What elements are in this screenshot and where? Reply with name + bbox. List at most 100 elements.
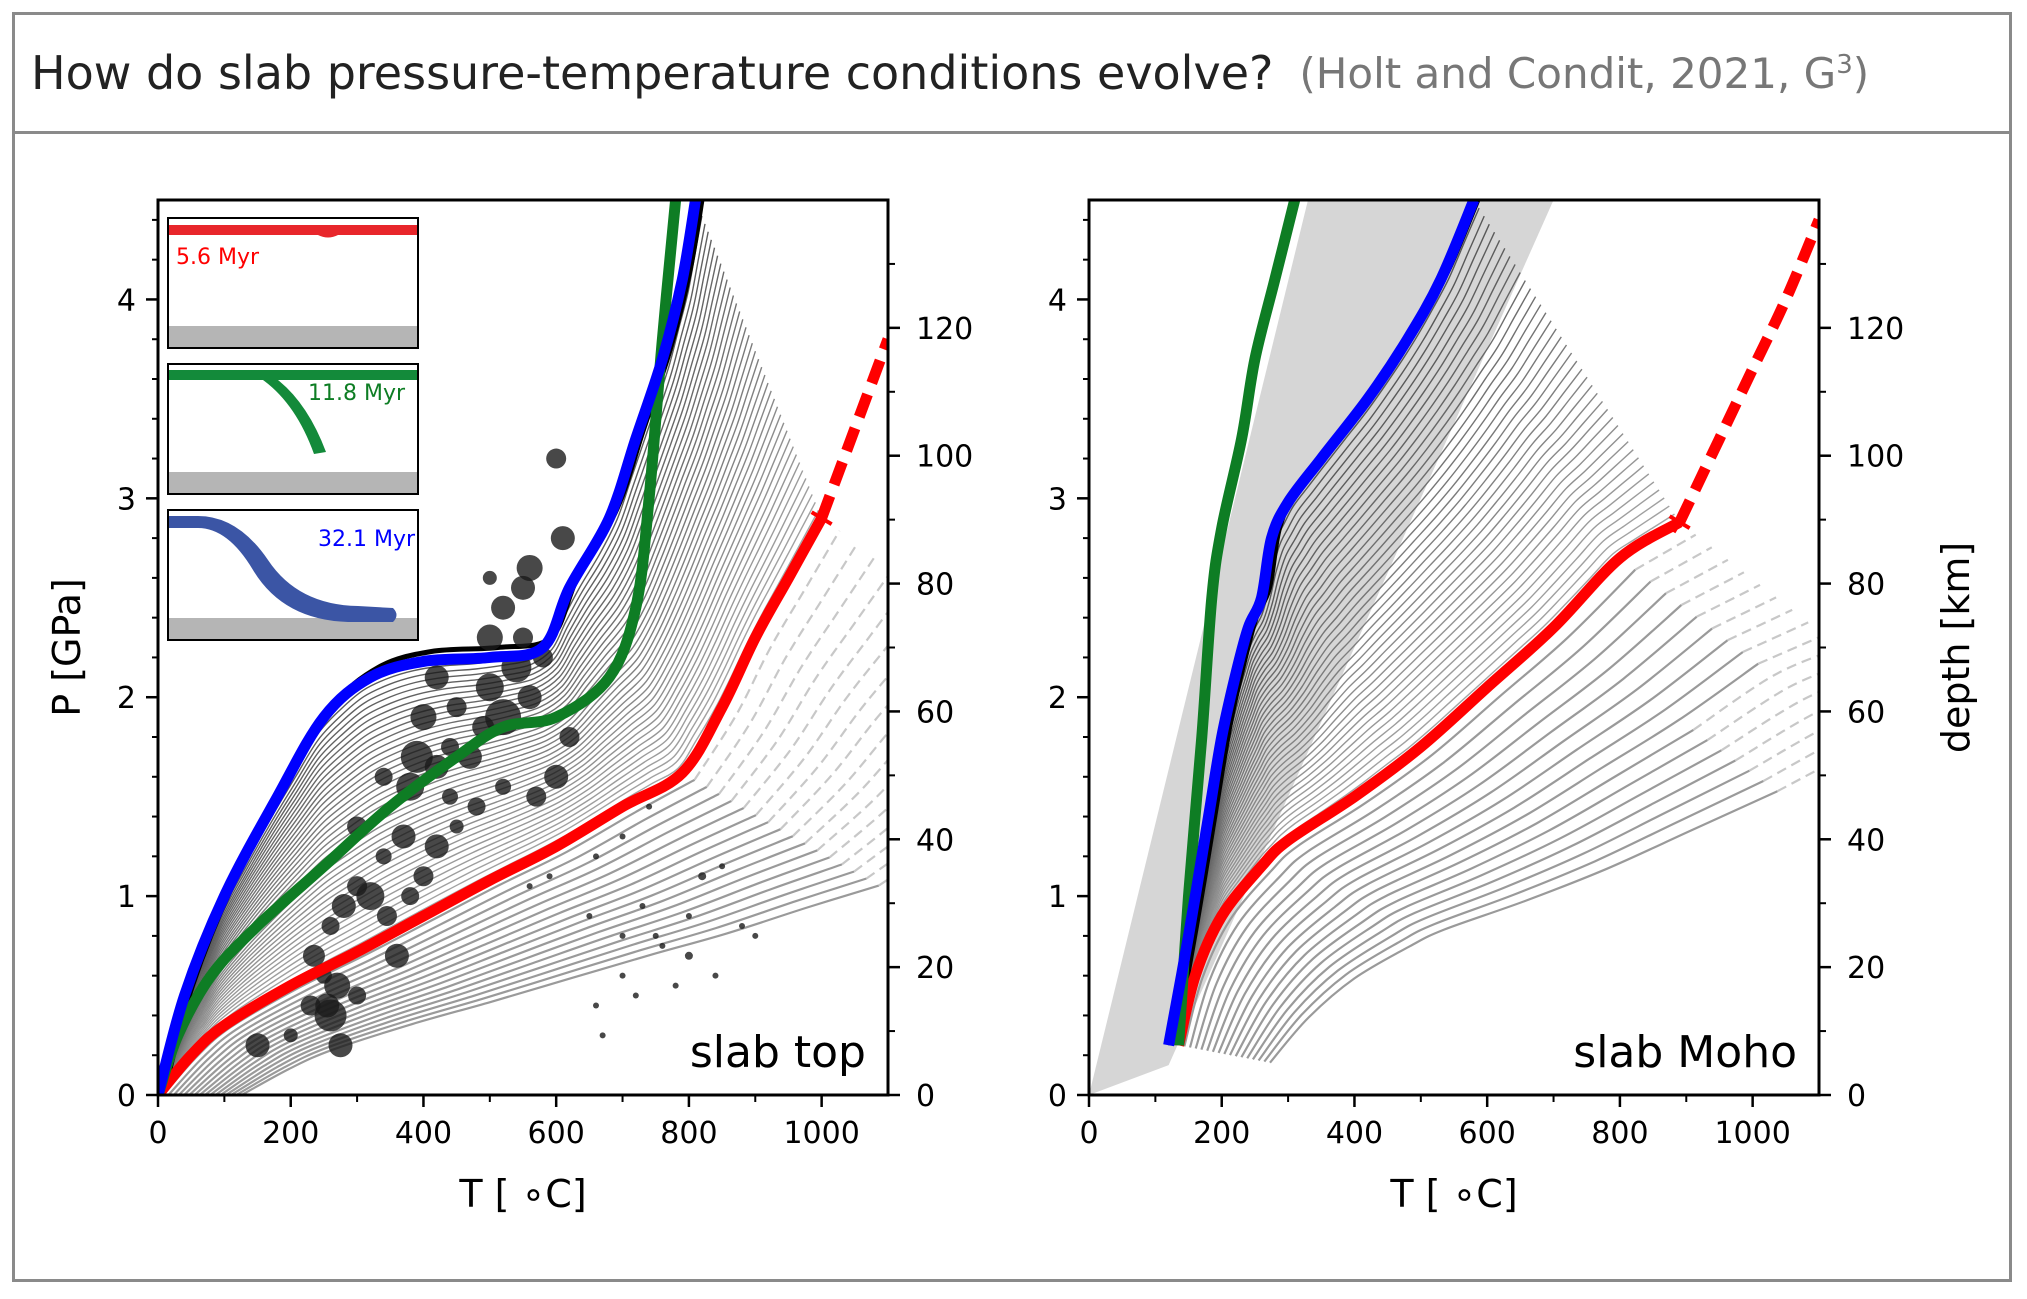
dark-model-curve bbox=[1173, 368, 1583, 1046]
earthquake-point bbox=[400, 740, 433, 773]
grey-model-curve bbox=[209, 842, 806, 1095]
y2-tick-label: 40 bbox=[916, 823, 954, 858]
grey-model-curve-extrapolated bbox=[1634, 533, 1697, 571]
blue-series-line bbox=[1163, 200, 1479, 1047]
grey-model-curve-extrapolated bbox=[878, 878, 888, 887]
earthquake-point bbox=[328, 1033, 353, 1058]
dark-model-curve bbox=[158, 446, 794, 1095]
inset-mantle-floor bbox=[169, 618, 417, 639]
grey-model-curve-extrapolated bbox=[1757, 636, 1819, 665]
figure-title: How do slab pressure-temperature conditi… bbox=[31, 46, 1274, 100]
dark-model-curve bbox=[1171, 328, 1557, 1046]
grey-model-curve bbox=[1240, 739, 1708, 1058]
x-tick-label: 200 bbox=[1193, 1116, 1250, 1151]
earthquake-point bbox=[513, 627, 533, 648]
earthquake-point bbox=[446, 697, 467, 718]
grey-model-curve bbox=[225, 863, 843, 1095]
grey-model-curve bbox=[230, 870, 855, 1095]
dark-model-curve bbox=[158, 430, 788, 1095]
earthquake-point bbox=[302, 944, 325, 967]
dark-model-curve bbox=[158, 406, 779, 1095]
y2-tick-label: 80 bbox=[916, 568, 954, 603]
earthquake-point bbox=[586, 913, 593, 919]
grey-model-curve-extrapolated bbox=[865, 862, 888, 880]
figure-citation: (Holt and Condit, 2021, G3) bbox=[1299, 48, 1870, 98]
grey-model-curve-extrapolated bbox=[730, 574, 888, 802]
earthquake-point bbox=[348, 986, 367, 1005]
dark-model-curve bbox=[1176, 473, 1650, 1046]
inset-green: 11.8 Myr bbox=[167, 363, 419, 495]
grey-model-curve bbox=[1251, 759, 1736, 1061]
red-series-dashed bbox=[816, 337, 888, 521]
grey-model-curve bbox=[183, 807, 745, 1095]
grey-model-curve bbox=[220, 856, 830, 1095]
dark-model-curve bbox=[1172, 336, 1562, 1046]
earthquake-point bbox=[442, 788, 458, 805]
y2-tick-label: 0 bbox=[1847, 1079, 1866, 1114]
green-series-line bbox=[158, 200, 682, 1095]
grey-model-curve-extrapolated bbox=[1696, 583, 1761, 618]
earthquake-point bbox=[559, 727, 580, 747]
earthquake-point bbox=[544, 764, 569, 789]
grey-model-curve-extrapolated bbox=[767, 674, 888, 823]
y-axis-label: P [GPa] bbox=[45, 578, 89, 717]
title-bar: How do slab pressure-temperature conditi… bbox=[12, 12, 2012, 134]
earthquake-point bbox=[375, 848, 392, 865]
dark-model-curve bbox=[1172, 352, 1573, 1046]
grey-model-curve-extrapolated bbox=[804, 758, 888, 845]
y-tick-label: 1 bbox=[117, 880, 136, 915]
earthquake-point bbox=[441, 737, 459, 756]
earthquake-point bbox=[652, 932, 659, 939]
green-series-line bbox=[1173, 200, 1301, 1046]
dark-model-curve bbox=[1175, 441, 1629, 1046]
y2-tick-label: 100 bbox=[916, 440, 973, 475]
dark-model-curve bbox=[1176, 481, 1655, 1046]
grey-model-curve-extrapolated bbox=[828, 806, 888, 859]
grey-model-curve-extrapolated bbox=[816, 783, 888, 852]
grey-model-curve bbox=[214, 849, 818, 1095]
dark-model-curve bbox=[158, 414, 782, 1095]
earthquake-point bbox=[475, 673, 504, 702]
cross-marker bbox=[813, 507, 830, 530]
y-tick-label: 4 bbox=[1048, 283, 1067, 318]
shaded-region bbox=[1089, 200, 1554, 1095]
dark-model-curve bbox=[1175, 449, 1634, 1046]
earthquake-point bbox=[517, 685, 542, 710]
grey-model-curve-extrapolated bbox=[1650, 546, 1713, 583]
x-tick-label: 0 bbox=[1079, 1116, 1098, 1151]
dark-model-curve bbox=[1174, 400, 1604, 1046]
y2-axis-label: depth [km] bbox=[1934, 542, 1978, 753]
grey-model-curve-extrapolated bbox=[1692, 654, 1819, 731]
grey-model-curve-extrapolated bbox=[718, 555, 877, 795]
grey-model-curve-extrapolated bbox=[1706, 672, 1819, 742]
earthquake-point bbox=[283, 1028, 298, 1043]
dark-model-curve bbox=[158, 478, 807, 1095]
grey-model-curve bbox=[241, 884, 880, 1095]
earthquake-point bbox=[482, 570, 497, 585]
earthquake-point bbox=[619, 972, 626, 979]
grey-model-curve-extrapolated bbox=[693, 530, 841, 781]
earthquake-point bbox=[593, 853, 599, 860]
dark-model-curve bbox=[158, 342, 753, 1095]
earthquake-point bbox=[424, 665, 449, 690]
grey-model-curve-extrapolated bbox=[1734, 709, 1819, 762]
grey-model-curve bbox=[1194, 592, 1667, 1049]
inset-slab-shape bbox=[169, 370, 417, 454]
earthquake-point bbox=[752, 932, 759, 939]
inset-age-label: 5.6 Myr bbox=[176, 245, 260, 270]
grey-model-curve-extrapolated bbox=[1720, 690, 1819, 752]
y-tick-label: 1 bbox=[1048, 880, 1067, 915]
x-tick-label: 800 bbox=[660, 1116, 717, 1151]
grey-model-curve bbox=[1200, 604, 1683, 1050]
grey-model-curve-extrapolated bbox=[1680, 571, 1745, 606]
x-axis-label: T [ ∘C] bbox=[458, 1172, 586, 1216]
earthquake-point bbox=[639, 903, 646, 910]
dark-model-curve bbox=[1174, 425, 1619, 1046]
y2-tick-label: 40 bbox=[1847, 823, 1885, 858]
dark-model-curve bbox=[1174, 417, 1614, 1046]
earthquake-point bbox=[314, 999, 347, 1032]
earthquake-point bbox=[401, 887, 420, 906]
red-series-line bbox=[158, 515, 827, 1095]
earthquake-point bbox=[356, 882, 385, 911]
earthquake-point bbox=[546, 873, 553, 880]
